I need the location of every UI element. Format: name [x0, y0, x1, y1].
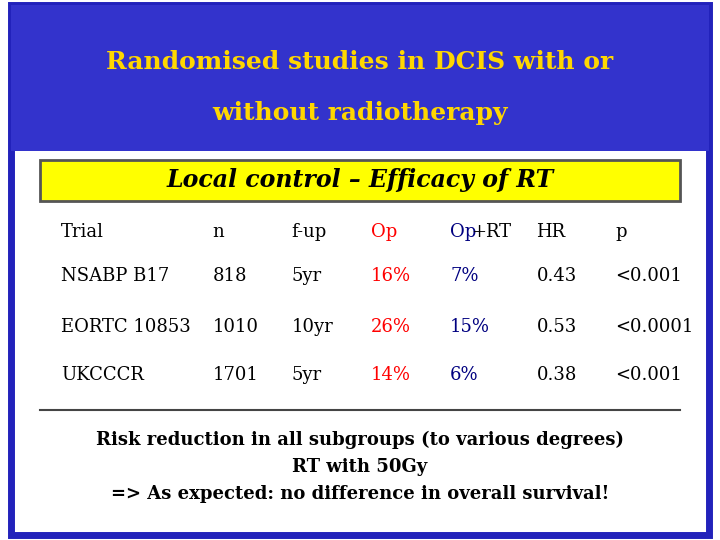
Text: 0.43: 0.43 — [536, 267, 577, 286]
Text: 5yr: 5yr — [292, 366, 322, 384]
Text: EORTC 10853: EORTC 10853 — [61, 318, 191, 336]
Text: 10yr: 10yr — [292, 318, 333, 336]
Text: NSABP B17: NSABP B17 — [61, 267, 169, 286]
Text: Trial: Trial — [61, 223, 104, 241]
Text: n: n — [212, 223, 224, 241]
Text: without radiotherapy: without radiotherapy — [212, 102, 508, 125]
Text: 5yr: 5yr — [292, 267, 322, 286]
Text: RT with 50Gy: RT with 50Gy — [292, 458, 428, 476]
Text: Op: Op — [450, 223, 476, 241]
FancyBboxPatch shape — [11, 5, 709, 535]
Text: 1010: 1010 — [212, 318, 258, 336]
FancyBboxPatch shape — [40, 160, 680, 201]
Text: +RT: +RT — [472, 223, 512, 241]
Text: <0.0001: <0.0001 — [616, 318, 694, 336]
Text: HR: HR — [536, 223, 565, 241]
Text: Op: Op — [371, 223, 397, 241]
Text: 0.53: 0.53 — [536, 318, 577, 336]
Text: 1701: 1701 — [212, 366, 258, 384]
Text: 14%: 14% — [371, 366, 411, 384]
Text: <0.001: <0.001 — [616, 267, 683, 286]
Text: => As expected: no difference in overall survival!: => As expected: no difference in overall… — [111, 485, 609, 503]
Text: Local control – Efficacy of RT: Local control – Efficacy of RT — [166, 168, 554, 192]
Text: 0.38: 0.38 — [536, 366, 577, 384]
Text: 7%: 7% — [450, 267, 479, 286]
Text: UKCCCR: UKCCCR — [61, 366, 144, 384]
Text: 16%: 16% — [371, 267, 411, 286]
Text: 818: 818 — [212, 267, 247, 286]
Text: p: p — [616, 223, 627, 241]
Text: 26%: 26% — [371, 318, 411, 336]
Text: 15%: 15% — [450, 318, 490, 336]
Text: f-up: f-up — [292, 223, 327, 241]
Text: Risk reduction in all subgroups (to various degrees): Risk reduction in all subgroups (to vari… — [96, 431, 624, 449]
Text: 6%: 6% — [450, 366, 479, 384]
Text: <0.001: <0.001 — [616, 366, 683, 384]
Text: Randomised studies in DCIS with or: Randomised studies in DCIS with or — [107, 50, 613, 73]
FancyBboxPatch shape — [11, 5, 709, 151]
